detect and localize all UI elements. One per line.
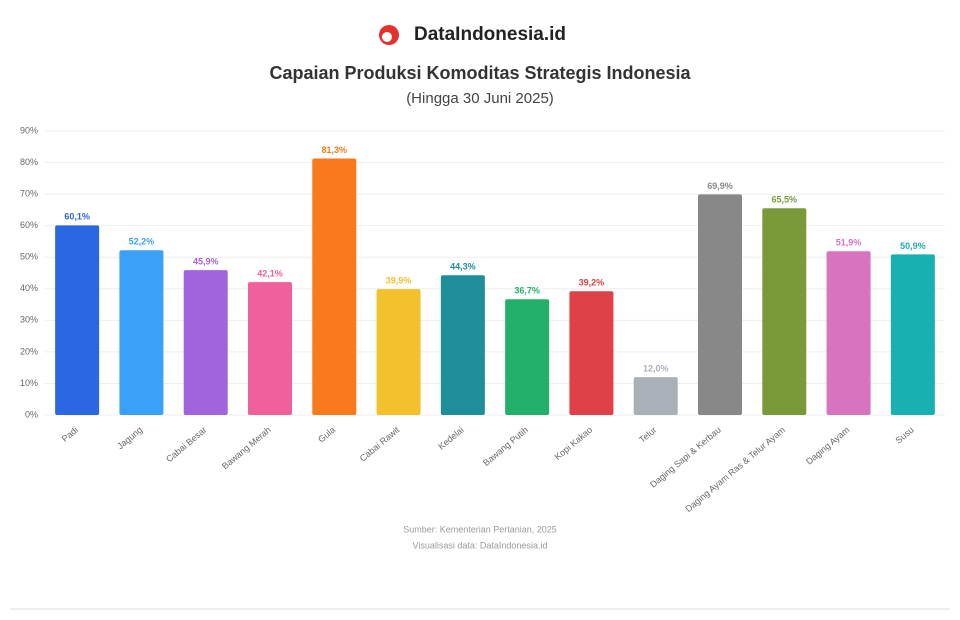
x-tick-label: Daging Ayam (804, 425, 851, 467)
value-label: 52,2% (129, 237, 155, 247)
value-label: 69,9% (707, 181, 733, 191)
bar (183, 270, 228, 415)
bar (505, 299, 550, 415)
x-tick-label: Daging Sapi & Kerbau (648, 425, 723, 490)
chart-subtitle: (Hingga 30 Juni 2025) (406, 90, 554, 107)
y-tick-label: 40% (20, 283, 38, 293)
x-tick-label: Cabai Rawit (358, 424, 402, 463)
y-tick-label: 90% (20, 125, 38, 135)
source: Sumber: Kementerian Pertanian, 2025 (403, 524, 557, 534)
chart-title: Capaian Produksi Komoditas Strategis Ind… (269, 63, 691, 83)
x-tick-label: Cabai Besar (164, 425, 208, 464)
value-label: 36,7% (514, 286, 540, 296)
value-label: 50,9% (900, 241, 926, 251)
value-label: 39,2% (579, 278, 605, 288)
value-label: 39,9% (386, 275, 412, 285)
y-tick-label: 60% (20, 220, 38, 230)
bar (698, 194, 742, 415)
bar (440, 275, 485, 415)
value-label: 60,1% (64, 212, 90, 222)
x-tick-label: Jagung (115, 425, 144, 452)
y-tick-label: 10% (20, 378, 38, 388)
credit: Visualisasi data: DataIndonesia.id (413, 540, 548, 550)
x-tick-label: Gula (316, 425, 337, 445)
brand: DataIndonesia.id (414, 24, 566, 45)
value-label: 45,9% (193, 257, 219, 267)
value-label: 42,1% (257, 269, 283, 279)
x-tick-label: Kedelai (436, 425, 465, 452)
bar (826, 251, 871, 415)
x-tick-label: Padi (60, 425, 80, 444)
x-tick-label: Telur (637, 425, 658, 445)
value-label: 12,0% (643, 364, 669, 374)
bar (890, 254, 935, 415)
bar (248, 282, 292, 415)
x-tick-label: Bawang Putih (481, 425, 530, 468)
value-label: 81,3% (322, 145, 348, 155)
x-tick-label: Bawang Merah (220, 425, 273, 472)
logo-icon-inner (382, 32, 392, 42)
y-tick-label: 20% (20, 346, 38, 356)
value-label: 65,5% (772, 195, 798, 205)
bar (312, 158, 357, 415)
value-label: 44,3% (450, 262, 476, 272)
bar (55, 225, 100, 415)
x-tick-label: Kopi Kakao (553, 425, 595, 462)
y-tick-label: 0% (25, 409, 38, 419)
bar (119, 250, 164, 415)
y-tick-label: 30% (20, 315, 38, 325)
x-tick-label: Susu (894, 425, 916, 446)
bar (376, 289, 421, 415)
y-tick-label: 50% (20, 252, 38, 262)
y-tick-label: 70% (20, 188, 38, 198)
bar (569, 291, 614, 415)
bar (762, 208, 807, 415)
y-tick-label: 80% (20, 157, 38, 167)
value-label: 51,9% (836, 238, 862, 248)
bar (633, 377, 678, 415)
